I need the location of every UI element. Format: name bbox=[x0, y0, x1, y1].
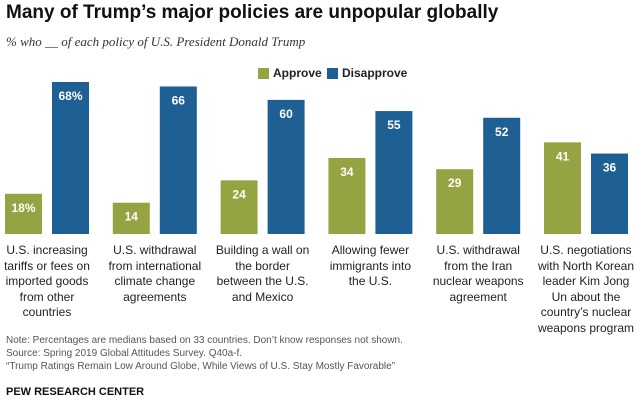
category-label-line: country’s nuclear bbox=[540, 305, 632, 319]
category-label-line: U.S. increasing bbox=[6, 243, 88, 257]
data-label-approve-4: 29 bbox=[448, 176, 462, 190]
category-label-line: agreements bbox=[123, 289, 187, 304]
legend-label-disapprove: Disapprove bbox=[342, 66, 408, 80]
data-label-disapprove-0: 68% bbox=[58, 89, 82, 103]
bar-approve-5 bbox=[544, 142, 581, 234]
bar-disapprove-3 bbox=[375, 111, 413, 234]
category-label-0: U.S. increasing tariffs or fees on importe… bbox=[0, 243, 101, 321]
category-label-line: nuclear weapons bbox=[432, 274, 524, 288]
category-label-line: U.S. withdrawal bbox=[436, 243, 520, 257]
category-label-line: from international bbox=[108, 258, 202, 273]
category-label-line: imported goods bbox=[5, 274, 89, 288]
category-label-line: with North Korean bbox=[537, 258, 635, 273]
data-label-approve-0: 18% bbox=[11, 201, 35, 215]
bar-approve-4 bbox=[436, 169, 474, 234]
category-label-line: tariffs or fees on bbox=[4, 258, 90, 273]
source-text: Source: Spring 2019 Global Attitudes Sur… bbox=[6, 348, 243, 359]
category-label-line: agreement bbox=[449, 289, 507, 304]
bar-disapprove-5 bbox=[591, 153, 628, 234]
category-label-line: Un about the bbox=[551, 289, 621, 304]
data-label-approve-1: 14 bbox=[125, 210, 139, 224]
category-label-1: U.S. withdrawal from international climate… bbox=[101, 243, 209, 305]
data-label-approve-2: 24 bbox=[232, 187, 246, 201]
chart-subtitle: % who __ of each policy of U.S. Presiden… bbox=[6, 34, 306, 49]
category-label-line: Building a wall on bbox=[215, 243, 310, 257]
legend-swatch-disapprove bbox=[327, 67, 338, 79]
brand-footer: PEW RESEARCH CENTER bbox=[6, 386, 145, 398]
legend-label-approve: Approve bbox=[273, 66, 322, 80]
category-label-line: weapons program bbox=[537, 320, 635, 335]
category-label-line: U.S. withdrawal bbox=[113, 243, 197, 257]
bar-approve-3 bbox=[328, 158, 366, 234]
data-label-disapprove-1: 66 bbox=[172, 93, 186, 107]
category-label-line: and Mexico bbox=[231, 289, 294, 304]
bar-disapprove-0 bbox=[52, 82, 89, 234]
report-title-text: “Trump Ratings Remain Low Around Globe, … bbox=[6, 361, 396, 372]
notes: Note: Percentages are medians based on 3… bbox=[6, 334, 403, 373]
category-label-3: Allowing fewer immigrants into the U.S. bbox=[316, 243, 424, 290]
category-label-line: U.S. negotiations bbox=[540, 243, 632, 257]
category-label-line: from the Iran bbox=[444, 258, 513, 273]
category-label-line: leader Kim Jong bbox=[542, 274, 630, 288]
bar-approve-1 bbox=[112, 202, 150, 234]
category-label-line: between the U.S. bbox=[216, 274, 309, 288]
legend-item-disapprove: Disapprove bbox=[327, 66, 407, 80]
legend-swatch-approve bbox=[258, 67, 269, 79]
category-label-line: countries bbox=[22, 305, 72, 319]
bar-approve-2 bbox=[220, 180, 258, 234]
data-label-approve-3: 34 bbox=[340, 165, 354, 179]
bar-disapprove-4 bbox=[483, 117, 521, 234]
bar-approve-0 bbox=[5, 193, 42, 234]
category-label-line: the border bbox=[235, 258, 290, 273]
data-label-disapprove-2: 60 bbox=[279, 107, 293, 121]
data-label-approve-5: 41 bbox=[556, 149, 570, 163]
data-label-disapprove-3: 55 bbox=[387, 118, 401, 132]
category-label-line: the U.S. bbox=[348, 274, 393, 288]
category-label-line: immigrants into bbox=[329, 258, 412, 273]
category-label-line: climate change bbox=[114, 274, 196, 288]
category-label-2: Building a wall on the border between the … bbox=[209, 243, 317, 305]
data-label-disapprove-4: 52 bbox=[495, 125, 509, 139]
category-label-line: from other bbox=[19, 289, 75, 304]
category-label-line: Allowing fewer bbox=[331, 243, 410, 257]
bar-disapprove-1 bbox=[159, 86, 197, 235]
category-label-5: U.S. negotiations with North Korean leader… bbox=[532, 243, 640, 336]
category-label-4: U.S. withdrawal from the Iran nuclear weap… bbox=[424, 243, 532, 305]
legend-item-approve: Approve bbox=[258, 66, 322, 80]
bar-disapprove-2 bbox=[267, 99, 305, 234]
note-text: Note: Percentages are medians based on 3… bbox=[6, 335, 403, 346]
chart-title: Many of Trump’s major policies are unpop… bbox=[6, 2, 499, 23]
data-label-disapprove-5: 36 bbox=[603, 161, 617, 175]
